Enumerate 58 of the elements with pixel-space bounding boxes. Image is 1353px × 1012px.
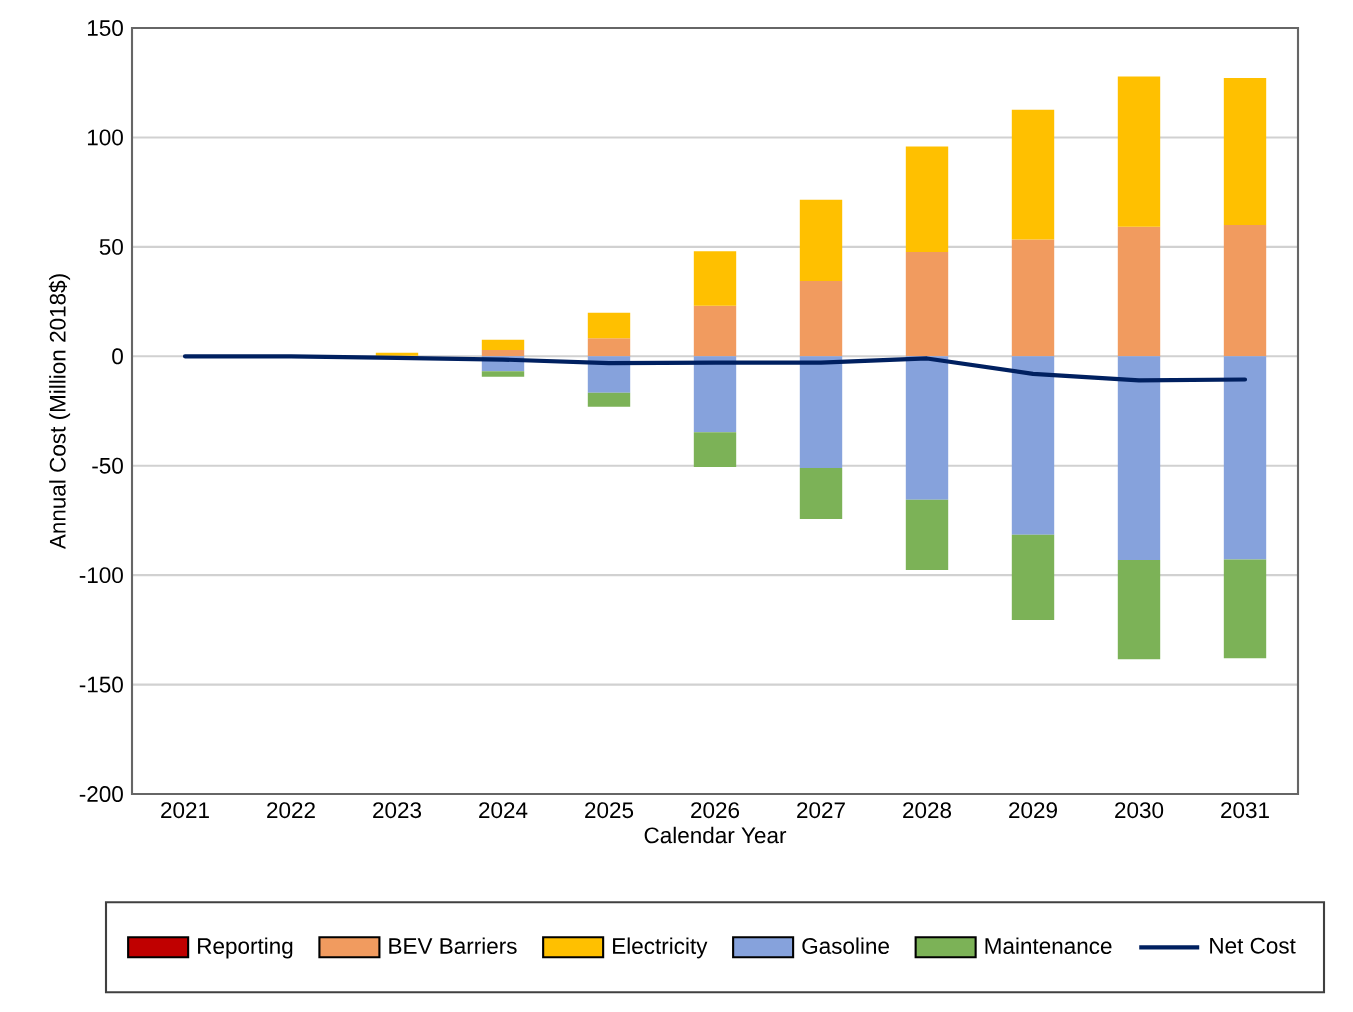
bar: [693, 432, 737, 468]
legend-label: Net Cost: [1210, 937, 1296, 954]
bar: [481, 371, 525, 377]
x-tick-label: 2021: [161, 802, 209, 819]
x-tick-label: 2026: [691, 802, 740, 819]
y-tick-label: 50: [99, 238, 123, 255]
y-tick-label: -150: [79, 676, 123, 693]
bar: [587, 392, 631, 407]
bar: [587, 312, 631, 339]
bar: [587, 338, 631, 357]
bar: [1117, 356, 1161, 561]
bar: [905, 356, 949, 500]
y-tick-label: -100: [79, 567, 123, 584]
legend-label: Maintenance: [985, 937, 1112, 954]
x-tick-label: 2029: [1009, 802, 1057, 819]
bar: [693, 356, 737, 433]
y-tick-label: 100: [87, 129, 123, 146]
bar: [693, 305, 737, 357]
bar: [799, 281, 843, 357]
bar: [905, 252, 949, 357]
x-tick-label: 2030: [1115, 802, 1164, 819]
x-tick-label: 2023: [373, 802, 422, 819]
legend-label: Reporting: [198, 937, 293, 959]
bar: [905, 499, 949, 570]
bar: [1011, 356, 1055, 535]
bar: [481, 349, 525, 357]
bar: [1117, 76, 1161, 227]
legend-label: BEV Barriers: [389, 937, 517, 954]
bar: [799, 199, 843, 282]
bar: [1223, 224, 1267, 357]
legend-label: Electricity: [613, 937, 708, 959]
bar: [1117, 560, 1161, 660]
bar: [481, 339, 525, 350]
x-tick-label: 2025: [585, 802, 634, 819]
line-series: [182, 354, 1248, 383]
y-tick-label: 0: [112, 348, 123, 365]
bar: [1223, 77, 1267, 225]
y-tick-label: -200: [79, 786, 123, 802]
bar: [1117, 226, 1161, 357]
x-tick-label: 2028: [903, 802, 952, 819]
bar: [1223, 356, 1267, 560]
bar: [1011, 109, 1055, 240]
bar: [693, 251, 737, 306]
y-tick-label: 150: [87, 20, 123, 36]
bar: [1011, 239, 1055, 357]
y-axis-title: Annual Cost (Million 2018$): [48, 274, 71, 550]
x-tick-label: 2022: [267, 802, 315, 819]
x-tick-label: 2027: [797, 802, 845, 819]
bar: [799, 467, 843, 519]
bar: [1223, 559, 1267, 659]
x-tick-label: 2024: [479, 802, 528, 819]
bar: [799, 356, 843, 468]
bar: [1011, 534, 1055, 621]
x-tick-label: 2031: [1221, 802, 1269, 819]
bar: [905, 146, 949, 253]
x-axis-title: Calendar Year: [644, 826, 787, 844]
legend-label: Gasoline: [802, 937, 889, 954]
y-tick-label: -50: [92, 457, 123, 474]
